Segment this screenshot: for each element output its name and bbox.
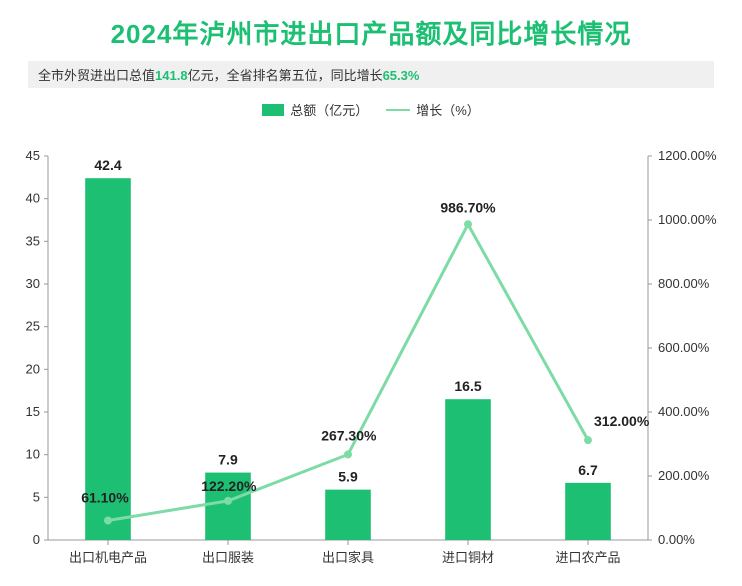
chart-subtitle: 全市外贸进出口总值141.8亿元，全省排名第五位，同比增长65.3% (28, 61, 714, 88)
x-category-label: 出口家具 (322, 550, 374, 565)
subtitle-value2: 65.3% (383, 68, 420, 83)
y-left-tick: 20 (26, 361, 40, 376)
y-left-tick: 15 (26, 404, 40, 419)
bar-value-label: 6.7 (578, 462, 598, 478)
bar (445, 399, 491, 540)
line-marker (464, 220, 472, 228)
chart-area: 0 5 10 15 20 25 30 35 40 45 0.00% 200.00% 400.00% 600… (0, 136, 742, 586)
y-left-tick: 25 (26, 319, 40, 334)
line-marker (344, 450, 352, 458)
y-left-tick: 5 (33, 489, 40, 504)
subtitle-mid: 亿元，全省排名第五位，同比增长 (188, 68, 383, 83)
line-value-label: 986.70% (440, 199, 496, 215)
y-right-tick: 400.00% (658, 404, 710, 419)
bar-value-label: 7.9 (218, 452, 238, 468)
legend-line-label: 增长（%） (416, 100, 480, 119)
bar-value-label: 5.9 (338, 469, 358, 485)
y-right-tick: 0.00% (658, 532, 695, 547)
y-left-tick: 45 (26, 148, 40, 163)
y-left-tick: 30 (26, 276, 40, 291)
legend-line-item: 增长（%） (386, 100, 480, 119)
subtitle-value1: 141.8 (155, 68, 188, 83)
x-category-label: 出口服装 (202, 550, 254, 565)
x-category-label: 出口机电产品 (69, 550, 147, 565)
bar (565, 483, 611, 540)
y-left-tick: 0 (33, 532, 40, 547)
bar (325, 490, 371, 540)
line-marker (104, 516, 112, 524)
y-left-tick: 10 (26, 447, 40, 462)
line-value-label: 267.30% (321, 427, 377, 443)
chart-title: 2024年泸州市进出口产品额及同比增长情况 (0, 0, 742, 51)
x-category-label: 进口农产品 (555, 550, 620, 565)
y-right-tick: 200.00% (658, 468, 710, 483)
line-marker (224, 497, 232, 505)
y-right-tick: 1200.00% (658, 148, 717, 163)
legend-bar-swatch (262, 104, 284, 116)
y-left-tick: 40 (26, 191, 40, 206)
legend-bar-item: 总额（亿元） (262, 100, 368, 119)
line-marker (584, 436, 592, 444)
subtitle-pre: 全市外贸进出口总值 (38, 68, 155, 83)
line-value-label: 312.00% (594, 413, 650, 429)
bar-value-label: 42.4 (94, 157, 121, 173)
y-right-tick: 800.00% (658, 276, 710, 291)
chart-svg: 0 5 10 15 20 25 30 35 40 45 0.00% 200.00% 400.00% 600… (0, 136, 742, 586)
line-value-label: 122.20% (201, 478, 257, 494)
legend-line-swatch (386, 109, 410, 111)
y-left-tick: 35 (26, 233, 40, 248)
line-value-label: 61.10% (81, 489, 129, 505)
x-category-label: 进口铜材 (442, 550, 494, 565)
y-right-tick: 1000.00% (658, 212, 717, 227)
chart-legend: 总额（亿元） 增长（%） (0, 100, 742, 119)
legend-bar-label: 总额（亿元） (290, 100, 368, 119)
y-right-tick: 600.00% (658, 340, 710, 355)
bar (85, 178, 131, 540)
bar-value-label: 16.5 (454, 378, 481, 394)
